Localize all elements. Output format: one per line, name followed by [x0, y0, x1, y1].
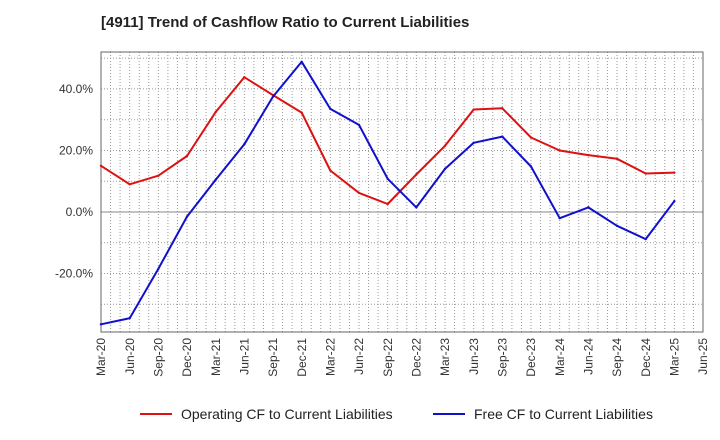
x-tick-label: Mar-23: [438, 338, 452, 376]
data-point: [157, 267, 160, 271]
data-point: [587, 153, 590, 157]
data-point: [214, 178, 217, 181]
x-tick-label: Jun-22: [352, 338, 366, 375]
x-tick-label: Dec-23: [524, 338, 538, 377]
data-point: [472, 141, 475, 144]
x-tick-label: Jun-24: [582, 338, 596, 375]
data-point: [529, 165, 533, 168]
data-point: [357, 123, 361, 127]
data-point: [99, 164, 103, 168]
legend-label-1: Operating CF to Current Liabilities: [181, 406, 393, 422]
data-point: [443, 167, 447, 171]
x-tick-label: Jun-20: [123, 338, 137, 375]
x-tick-label: Mar-21: [209, 338, 223, 376]
x-tick-label: Dec-24: [639, 338, 653, 377]
data-point: [558, 216, 561, 220]
data-point: [128, 183, 131, 186]
data-point: [329, 107, 332, 111]
x-tick-label: Sep-22: [381, 338, 395, 377]
data-point: [243, 76, 246, 79]
x-tick-label: Mar-22: [324, 338, 338, 376]
data-point: [644, 172, 647, 175]
data-point: [214, 110, 217, 114]
x-tick-label: Sep-23: [496, 338, 510, 377]
x-tick-label: Mar-20: [94, 338, 108, 376]
x-tick-label: Dec-21: [295, 338, 309, 377]
data-point: [329, 169, 332, 172]
data-point: [501, 107, 504, 110]
data-point: [472, 108, 475, 111]
data-point: [501, 135, 504, 138]
data-point: [243, 143, 246, 146]
data-point: [558, 149, 561, 152]
data-point: [271, 95, 275, 98]
data-point: [615, 224, 619, 228]
x-tick-label: Sep-24: [610, 338, 624, 377]
data-point: [443, 144, 447, 148]
data-point: [386, 202, 389, 206]
data-point: [615, 157, 619, 160]
data-point: [386, 177, 389, 180]
chart-title: [4911] Trend of Cashflow Ratio to Curren…: [101, 14, 470, 31]
data-point: [185, 215, 189, 218]
y-tick-label: 40.0%: [59, 82, 93, 96]
data-point: [673, 200, 676, 203]
data-point: [587, 206, 590, 209]
y-tick-label: 0.0%: [66, 205, 94, 219]
x-tick-label: Mar-25: [668, 338, 682, 376]
data-point: [99, 323, 103, 326]
x-tick-label: Jun-23: [467, 338, 481, 375]
data-point: [300, 60, 303, 64]
x-tick-label: Sep-21: [266, 338, 280, 377]
data-point: [529, 136, 533, 139]
x-tick-label: Sep-20: [152, 338, 166, 377]
data-point: [415, 206, 418, 209]
data-point: [300, 111, 303, 114]
data-point: [128, 316, 131, 320]
y-tick-label: 20.0%: [59, 143, 93, 157]
data-point: [673, 171, 676, 174]
x-tick-label: Dec-22: [410, 338, 424, 377]
x-tick-label: Mar-24: [553, 338, 567, 376]
data-point: [157, 174, 160, 177]
data-point: [644, 237, 647, 241]
x-tick-label: Jun-25: [696, 338, 710, 375]
x-tick-label: Jun-21: [238, 338, 252, 375]
legend-label-2: Free CF to Current Liabilities: [474, 406, 653, 422]
x-tick-label: Dec-20: [180, 338, 194, 377]
data-point: [415, 173, 418, 176]
data-point: [185, 154, 189, 158]
plot-border: [100, 51, 704, 333]
y-tick-label: -20.0%: [55, 267, 93, 281]
data-point: [357, 191, 361, 195]
